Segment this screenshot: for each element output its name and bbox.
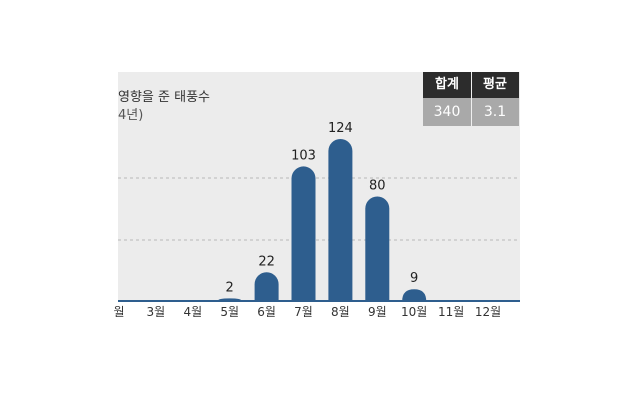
x-tick-label-3: 5월 [220,305,239,319]
x-tick-label-10: 12월 [475,305,501,319]
x-tick-label-4: 6월 [257,305,276,319]
summary-divider [471,72,472,126]
chart-subtitle: 4년) [118,108,144,123]
bar-4 [254,272,279,301]
x-tick-label-8: 10월 [401,305,427,319]
data-label-8: 9 [410,271,418,286]
data-label-5: 103 [291,148,316,163]
x-tick-label-7: 9월 [368,305,387,319]
x-tick-label-6: 8월 [331,305,350,319]
x-tick-label-0: 월 [113,305,124,319]
x-tick-label-5: 7월 [294,305,313,319]
data-label-7: 80 [369,178,386,193]
x-tick-label-1: 3월 [147,305,166,319]
chart-title: 영향을 준 태풍수 [118,90,210,105]
x-tick-label-9: 11월 [438,305,464,319]
bar-6 [328,139,353,301]
data-label-3: 2 [226,280,234,295]
summary-header-total: 합계 [423,72,471,98]
data-label-4: 22 [258,254,275,269]
bar-7 [365,196,390,301]
summary-value-total: 340 [423,98,471,126]
bar-5 [291,166,316,301]
summary-value-average: 3.1 [471,98,519,126]
bar-8 [402,289,427,301]
data-label-6: 124 [328,121,353,136]
summary-table: 합계 평균 340 3.1 [423,72,519,126]
summary-header-average: 평균 [471,72,519,98]
x-tick-label-2: 4월 [183,305,202,319]
